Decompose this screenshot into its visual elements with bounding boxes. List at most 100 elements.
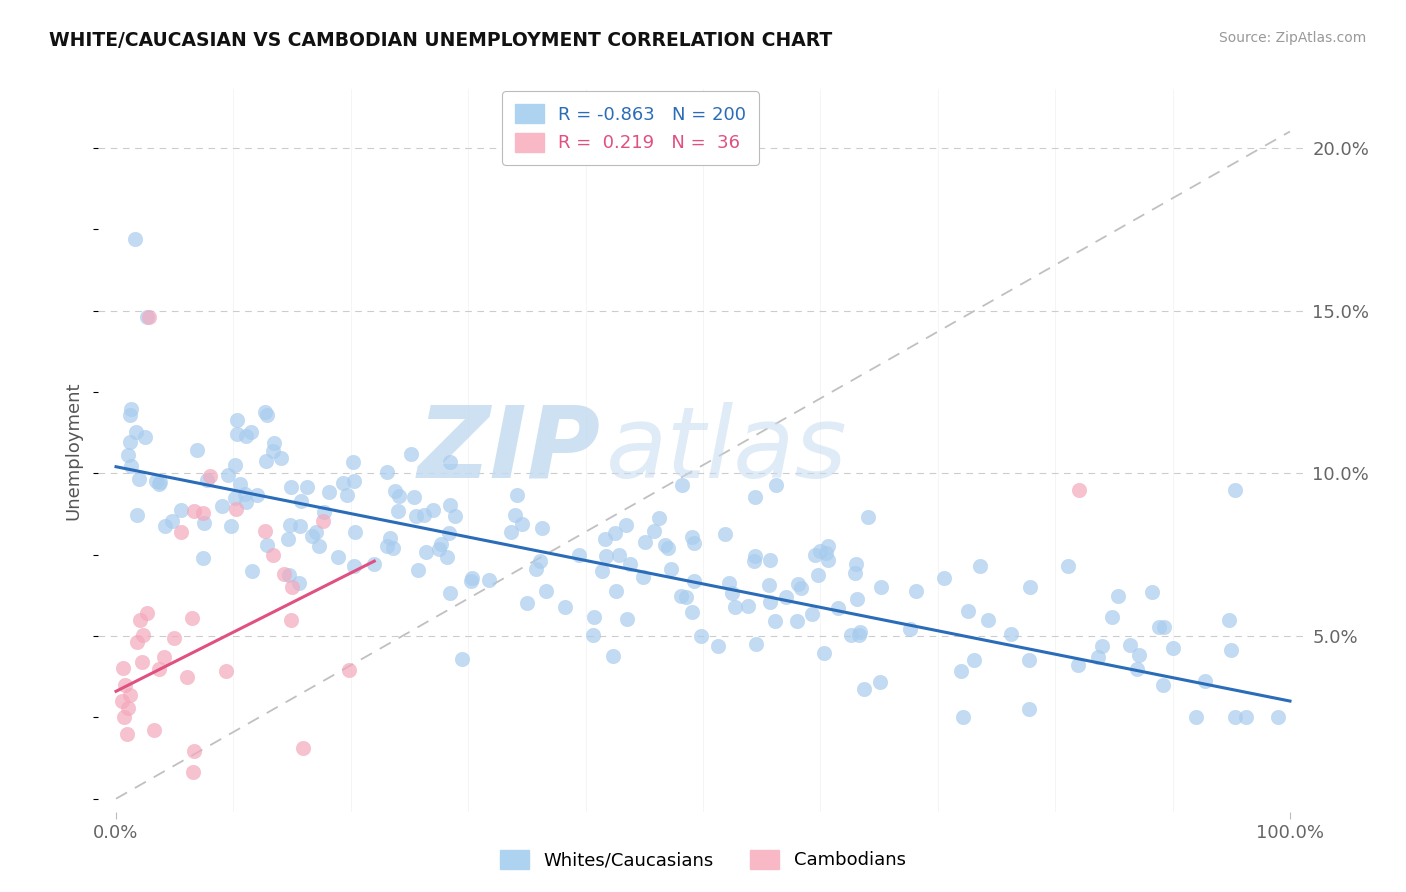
Point bbox=[848, 628, 870, 642]
Point bbox=[1218, 614, 1240, 628]
Point bbox=[363, 557, 385, 571]
Point bbox=[614, 517, 637, 532]
Point bbox=[949, 665, 972, 679]
Point bbox=[807, 568, 830, 582]
Point bbox=[183, 744, 205, 758]
Point bbox=[1219, 643, 1241, 657]
Point bbox=[669, 589, 692, 603]
Point bbox=[224, 491, 246, 505]
Point bbox=[758, 595, 780, 609]
Point bbox=[817, 539, 839, 553]
Point bbox=[215, 664, 238, 678]
Point bbox=[616, 612, 638, 626]
Point bbox=[1018, 580, 1040, 594]
Point bbox=[181, 765, 204, 780]
Point bbox=[706, 639, 728, 653]
Y-axis label: Unemployment: Unemployment bbox=[65, 381, 83, 520]
Point bbox=[225, 501, 247, 516]
Point bbox=[724, 600, 747, 615]
Point bbox=[1087, 649, 1109, 664]
Point bbox=[602, 648, 624, 663]
Point bbox=[1128, 648, 1150, 662]
Point bbox=[801, 607, 824, 621]
Point bbox=[288, 576, 311, 591]
Point bbox=[905, 583, 928, 598]
Point bbox=[1267, 710, 1289, 724]
Point bbox=[808, 544, 831, 558]
Point bbox=[744, 554, 766, 568]
Point bbox=[671, 477, 693, 491]
Point bbox=[765, 478, 787, 492]
Point bbox=[460, 574, 482, 589]
Point bbox=[1194, 674, 1216, 689]
Point bbox=[839, 627, 862, 641]
Point bbox=[337, 663, 360, 677]
Point bbox=[112, 710, 135, 724]
Point bbox=[149, 475, 172, 489]
Point bbox=[332, 476, 354, 491]
Point bbox=[124, 232, 146, 246]
Point bbox=[170, 503, 193, 517]
Point bbox=[240, 565, 263, 579]
Point bbox=[568, 548, 591, 562]
Point bbox=[437, 525, 460, 540]
Point bbox=[844, 566, 866, 581]
Point bbox=[744, 490, 766, 504]
Point bbox=[375, 465, 398, 479]
Point bbox=[191, 551, 214, 566]
Point bbox=[336, 488, 359, 502]
Point bbox=[804, 548, 827, 562]
Point bbox=[529, 554, 551, 568]
Point bbox=[952, 710, 974, 724]
Point bbox=[427, 541, 450, 556]
Point bbox=[1147, 620, 1170, 634]
Point bbox=[845, 557, 868, 571]
Point bbox=[176, 670, 198, 684]
Point bbox=[531, 520, 554, 534]
Point bbox=[211, 499, 233, 513]
Point bbox=[235, 429, 257, 443]
Point bbox=[228, 476, 250, 491]
Point bbox=[595, 549, 617, 563]
Point bbox=[957, 604, 980, 618]
Point bbox=[235, 487, 257, 501]
Point bbox=[1067, 658, 1090, 673]
Point bbox=[263, 436, 285, 450]
Point bbox=[117, 448, 139, 462]
Point bbox=[387, 504, 409, 518]
Point bbox=[675, 590, 697, 604]
Point bbox=[718, 576, 741, 591]
Point bbox=[153, 518, 176, 533]
Point bbox=[1125, 662, 1147, 676]
Point bbox=[787, 577, 810, 591]
Point bbox=[297, 480, 319, 494]
Point bbox=[135, 310, 157, 324]
Text: Source: ZipAtlas.com: Source: ZipAtlas.com bbox=[1219, 31, 1367, 45]
Point bbox=[169, 524, 191, 539]
Point bbox=[378, 531, 401, 545]
Point bbox=[290, 493, 312, 508]
Point bbox=[413, 508, 436, 523]
Point bbox=[342, 455, 364, 469]
Point bbox=[270, 451, 292, 466]
Point bbox=[827, 601, 849, 615]
Point bbox=[461, 572, 484, 586]
Point bbox=[775, 590, 797, 604]
Point bbox=[239, 425, 262, 439]
Point bbox=[619, 558, 641, 572]
Point bbox=[226, 412, 249, 426]
Point bbox=[308, 539, 330, 553]
Point bbox=[256, 408, 278, 422]
Point bbox=[592, 564, 614, 578]
Point bbox=[382, 541, 405, 555]
Point bbox=[405, 508, 427, 523]
Point bbox=[256, 538, 278, 552]
Point bbox=[273, 567, 295, 582]
Point bbox=[1119, 638, 1142, 652]
Point bbox=[134, 430, 156, 444]
Point bbox=[148, 662, 170, 676]
Point bbox=[120, 409, 142, 423]
Point bbox=[786, 614, 808, 628]
Point bbox=[1225, 710, 1247, 724]
Point bbox=[128, 613, 150, 627]
